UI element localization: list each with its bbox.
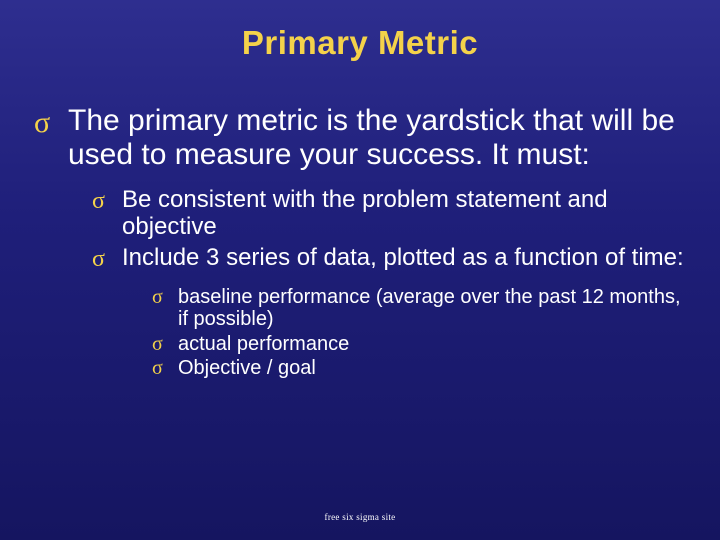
bullet-text: The primary metric is the yardstick that… [68, 104, 690, 171]
sigma-bullet-icon: σ [92, 247, 122, 271]
bullet-text: Include 3 series of data, plotted as a f… [122, 245, 684, 272]
bullet-level2: σ Include 3 series of data, plotted as a… [92, 245, 690, 272]
bullet-text: Be consistent with the problem statement… [122, 187, 690, 241]
bullet-text: Objective / goal [178, 357, 316, 379]
sigma-bullet-icon: σ [92, 189, 122, 213]
bullet-level3: σ actual performance [152, 333, 690, 355]
sigma-bullet-icon: σ [152, 334, 178, 354]
sigma-bullet-icon: σ [152, 287, 178, 307]
slide: Primary Metric σ The primary metric is t… [0, 0, 720, 540]
slide-title: Primary Metric [30, 24, 690, 62]
bullet-level3: σ Objective / goal [152, 357, 690, 379]
bullet-level1: σ The primary metric is the yardstick th… [34, 104, 690, 171]
bullet-level3: σ baseline performance (average over the… [152, 286, 690, 331]
sigma-bullet-icon: σ [34, 108, 68, 138]
spacer [30, 276, 690, 286]
bullet-text: actual performance [178, 333, 349, 355]
slide-footer: free six sigma site [0, 512, 720, 522]
bullet-level2: σ Be consistent with the problem stateme… [92, 187, 690, 241]
sigma-bullet-icon: σ [152, 358, 178, 378]
bullet-text: baseline performance (average over the p… [178, 286, 690, 331]
